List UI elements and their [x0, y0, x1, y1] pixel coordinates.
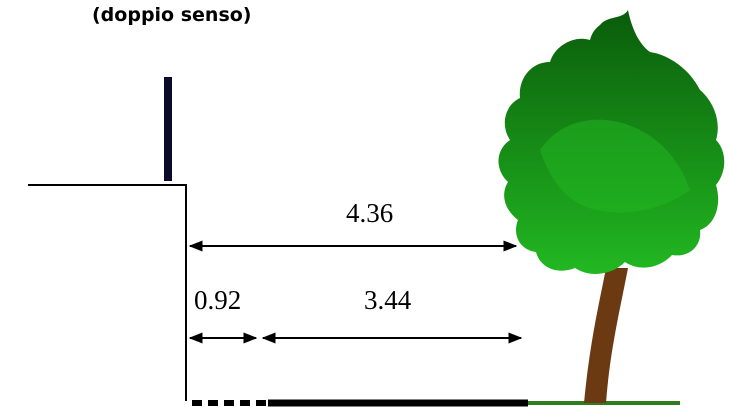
caption: (doppio senso) — [92, 4, 252, 26]
tree-trunk — [584, 268, 628, 403]
dim-label-total: 4.36 — [346, 198, 394, 228]
dim-label-sidewalk: 0.92 — [194, 285, 242, 315]
dim-label-road: 3.44 — [364, 285, 412, 315]
terrain-profile — [28, 184, 187, 401]
tree-canopy-highlight — [540, 119, 690, 213]
tree-icon — [498, 10, 725, 403]
pole-icon — [164, 77, 172, 181]
